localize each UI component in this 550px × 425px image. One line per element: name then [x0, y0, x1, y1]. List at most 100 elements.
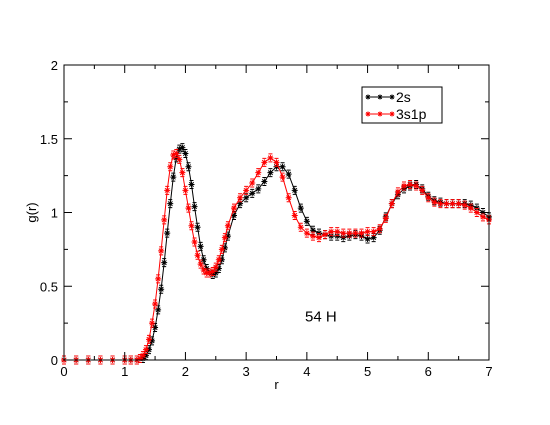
data-point-2s — [182, 149, 189, 158]
data-point-3s1p — [237, 193, 244, 203]
data-point-2s — [309, 225, 316, 235]
data-point-3s1p — [467, 203, 474, 213]
data-point-3s1p — [346, 228, 353, 238]
legend-marker — [365, 94, 371, 100]
data-point-3s1p — [388, 199, 395, 209]
x-tick-label: 6 — [425, 364, 432, 379]
data-point-2s — [158, 284, 165, 294]
data-point-3s1p — [382, 213, 389, 223]
data-point-3s1p — [179, 168, 186, 178]
data-point-3s1p — [200, 265, 207, 275]
data-point-2s — [297, 203, 304, 213]
y-tick-label: 1.5 — [40, 132, 58, 147]
data-point-3s1p — [191, 237, 198, 247]
data-point-3s1p — [352, 228, 359, 238]
legend: 2s 3s1p — [361, 86, 443, 124]
data-point-3s1p — [215, 255, 222, 265]
data-point-3s1p — [364, 227, 371, 237]
data-point-3s1p — [431, 197, 438, 207]
y-tick-label: 0 — [51, 353, 58, 368]
data-point-3s1p — [139, 351, 146, 361]
data-point-3s1p — [203, 268, 210, 278]
series-3s1p — [61, 149, 492, 365]
y-tick-label: 2 — [51, 58, 58, 73]
data-point-3s1p — [167, 162, 174, 172]
data-point-2s — [249, 188, 256, 198]
data-point-2s — [267, 168, 274, 178]
data-point-3s1p — [455, 199, 462, 209]
data-point-3s1p — [146, 334, 152, 344]
series-2s — [61, 143, 492, 365]
series-layer — [61, 143, 492, 365]
data-point-3s1p — [218, 244, 225, 254]
data-point-2s — [179, 143, 186, 153]
data-point-2s — [224, 231, 231, 241]
data-point-2s — [237, 199, 244, 209]
series-line-3s1p — [64, 152, 490, 361]
data-point-2s — [221, 243, 228, 253]
data-point-3s1p — [255, 168, 262, 178]
data-point-2s — [188, 179, 195, 189]
x-tick-label: 3 — [243, 364, 250, 379]
data-point-2s — [176, 144, 183, 154]
data-point-3s1p — [221, 233, 228, 243]
data-point-2s — [197, 241, 204, 251]
data-point-3s1p — [479, 212, 486, 222]
data-point-2s — [231, 210, 237, 220]
annotation-label: 54 H — [305, 309, 337, 326]
data-point-3s1p — [142, 345, 149, 355]
legend-marker — [377, 94, 383, 100]
legend-label-3s1p: 3s1p — [396, 106, 427, 122]
y-axis-title: g(r) — [24, 202, 39, 222]
data-point-3s1p — [273, 157, 280, 167]
data-point-2s — [285, 169, 292, 179]
data-point-3s1p — [316, 233, 322, 243]
data-point-2s — [191, 202, 198, 212]
legend-marker — [365, 111, 371, 117]
data-point-3s1p — [182, 185, 189, 195]
data-point-3s1p — [149, 318, 156, 328]
legend-marker — [389, 111, 395, 117]
data-point-3s1p — [194, 250, 201, 260]
legend-label-2s: 2s — [396, 89, 411, 105]
data-point-2s — [200, 255, 207, 265]
data-point-2s — [155, 305, 162, 315]
data-point-3s1p — [309, 231, 316, 241]
y-tick-label: 0.5 — [40, 279, 58, 294]
data-point-3s1p — [188, 221, 195, 231]
y-axis: 0 0.5 1 1.5 2 — [40, 58, 489, 368]
data-point-2s — [255, 184, 262, 194]
data-point-3s1p — [437, 199, 444, 209]
data-point-3s1p — [185, 203, 192, 213]
data-point-3s1p — [212, 262, 219, 272]
x-tick-label: 2 — [182, 364, 189, 379]
data-point-3s1p — [206, 268, 213, 278]
data-point-3s1p — [394, 187, 401, 197]
data-point-2s — [149, 336, 156, 346]
data-point-2s — [215, 264, 222, 274]
data-point-3s1p — [224, 221, 231, 231]
data-point-3s1p — [158, 246, 165, 256]
data-point-3s1p — [279, 172, 286, 182]
data-point-3s1p — [370, 227, 377, 237]
data-point-3s1p — [473, 208, 480, 217]
data-point-3s1p — [249, 178, 256, 188]
data-point-3s1p — [328, 227, 335, 237]
x-tick-label: 4 — [303, 364, 310, 379]
x-tick-label: 5 — [364, 364, 371, 379]
data-point-3s1p — [322, 230, 329, 240]
data-point-2s — [261, 177, 268, 187]
data-point-2s — [364, 234, 371, 244]
data-point-2s — [212, 268, 219, 278]
data-point-3s1p — [297, 222, 304, 232]
data-point-2s — [161, 258, 168, 268]
x-tick-label: 0 — [60, 364, 67, 379]
data-point-2s — [291, 185, 298, 195]
data-point-3s1p — [407, 179, 414, 189]
legend-box — [361, 86, 443, 124]
x-axis: 0 1 2 3 4 5 6 7 — [60, 65, 493, 379]
data-point-2s — [164, 228, 171, 238]
data-point-2s — [218, 255, 225, 265]
data-point-3s1p — [197, 259, 204, 269]
